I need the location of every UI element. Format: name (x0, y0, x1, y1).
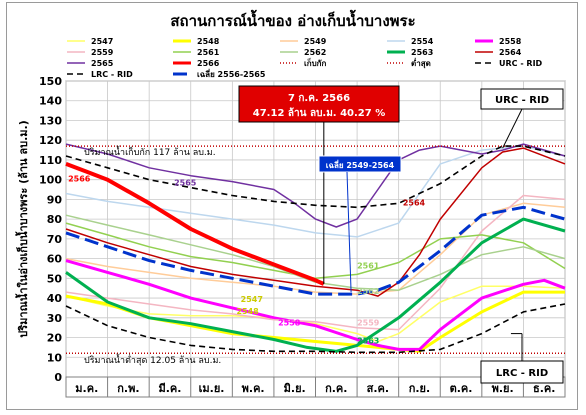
month-label: ธ.ค. (533, 382, 555, 395)
month-label: พ.ค. (242, 382, 265, 395)
legend-entry: 2566 (197, 59, 220, 68)
y-tick-label: 50 (47, 272, 63, 285)
month-label: ก.พ. (117, 382, 139, 395)
month-label: ต.ค. (450, 382, 473, 395)
avg-annotation-pointer (346, 171, 352, 293)
y-tick-label: 70 (47, 233, 63, 246)
series-tag: 2563 (357, 336, 379, 345)
current-annotation-line2: 47.12 ล้าน ลบ.ม. 40.27 % (253, 107, 385, 119)
series-tag: 2548 (236, 307, 259, 316)
series-line (65, 145, 566, 209)
urc-label: URC - RID (495, 95, 549, 106)
month-label: ก.ค. (325, 382, 347, 395)
y-tick-label: 0 (54, 371, 62, 384)
legend-entry: 2565 (91, 59, 114, 68)
legend-entry: 2548 (197, 37, 220, 46)
series-tag: 2566 (68, 175, 91, 184)
y-axis-label: ปริมาณน้ำในอ่างเก็บน้ำบางพระ (ล้าน ลบ.ม.… (15, 120, 30, 337)
legend-entry: 2549 (304, 37, 327, 46)
legend-entry: 2554 (411, 37, 434, 46)
legend-entry: 2558 (499, 37, 522, 46)
month-label: พ.ย. (492, 382, 514, 395)
capacity-label: ปริมาณน้ำเก็บกัก 117 ล้าน ลบ.ม. (84, 145, 216, 158)
legend-entry: LRC - RID (91, 70, 133, 79)
legend-entry: 2562 (304, 48, 326, 57)
legend-entry: 2559 (91, 48, 114, 57)
series-tag: 2547 (241, 295, 263, 304)
series-tag: 2564 (403, 198, 426, 207)
series-line (65, 145, 566, 238)
legend-entry: เฉลี่ย 2556-2565 (197, 68, 266, 79)
current-annotation-box (238, 85, 400, 123)
y-tick-label: 150 (39, 75, 62, 88)
lrc-label: LRC - RID (496, 368, 548, 379)
legend: 2547 2548 2549 2554 2558 2559 2561 2562 2563 2564… (67, 37, 543, 79)
y-tick-label: 60 (47, 253, 63, 266)
series-line (65, 194, 566, 331)
y-tick-label: 110 (39, 154, 62, 167)
series-tag: 2559 (357, 319, 380, 328)
chart-frame: สถานการณ์น้ำของ อ่างเก็บน้ำบางพระ 0 10 20 30… (6, 2, 578, 410)
legend-entry: 2563 (411, 48, 433, 57)
y-tick-label: 140 (39, 95, 62, 108)
y-tick-label: 120 (39, 134, 62, 147)
series-line (65, 143, 566, 228)
month-label: ก.ย. (409, 382, 430, 395)
minimum-label: ปริมาณน้ำต่ำสุด 12.05 ล้าน ลบ.ม. (84, 353, 221, 366)
series-line (65, 205, 566, 296)
series-line (65, 285, 566, 343)
y-tick-label: 30 (47, 312, 63, 325)
series-tag: 2561 (357, 261, 380, 270)
series-line (65, 303, 566, 354)
series-tag: 2562 (357, 287, 379, 296)
y-tick-label: 100 (39, 174, 62, 187)
y-tick-label: 20 (47, 332, 63, 345)
legend-entry: เก็บกัก (304, 57, 327, 68)
series-tag: 2558 (278, 319, 301, 328)
current-annotation-line1: 7 ก.ค. 2566 (288, 93, 350, 104)
chart-svg: สถานการณ์น้ำของ อ่างเก็บน้ำบางพระ 0 10 20 30… (15, 9, 566, 398)
avg-annotation-box (318, 155, 402, 173)
legend-entry: ต่ำสุด (411, 57, 431, 69)
legend-entry: 2547 (91, 37, 113, 46)
series-line (65, 259, 566, 351)
month-label: มี.ค. (158, 382, 181, 395)
month-label: เม.ย. (199, 382, 225, 395)
series-tag: 2565 (174, 179, 197, 188)
month-label: ส.ค. (367, 382, 389, 395)
month-label: ม.ค. (75, 382, 98, 395)
legend-entry: 2561 (197, 48, 220, 57)
y-tick-label: 40 (47, 292, 63, 305)
series-line (65, 217, 566, 353)
month-label: มิ.ย. (284, 382, 306, 395)
avg-annotation-text: เฉลี่ย 2549-2564 (326, 159, 395, 170)
legend-entry: 2564 (499, 48, 522, 57)
y-tick-label: 10 (47, 351, 63, 364)
y-tick-label: 130 (39, 114, 62, 127)
y-tick-label: 90 (47, 193, 63, 206)
series-line (65, 162, 325, 286)
legend-entry: URC - RID (499, 59, 543, 68)
chart-title: สถานการณ์น้ำของ อ่างเก็บน้ำบางพระ (170, 9, 415, 30)
y-tick-label: 80 (47, 213, 63, 226)
urc-pointer (502, 108, 523, 149)
